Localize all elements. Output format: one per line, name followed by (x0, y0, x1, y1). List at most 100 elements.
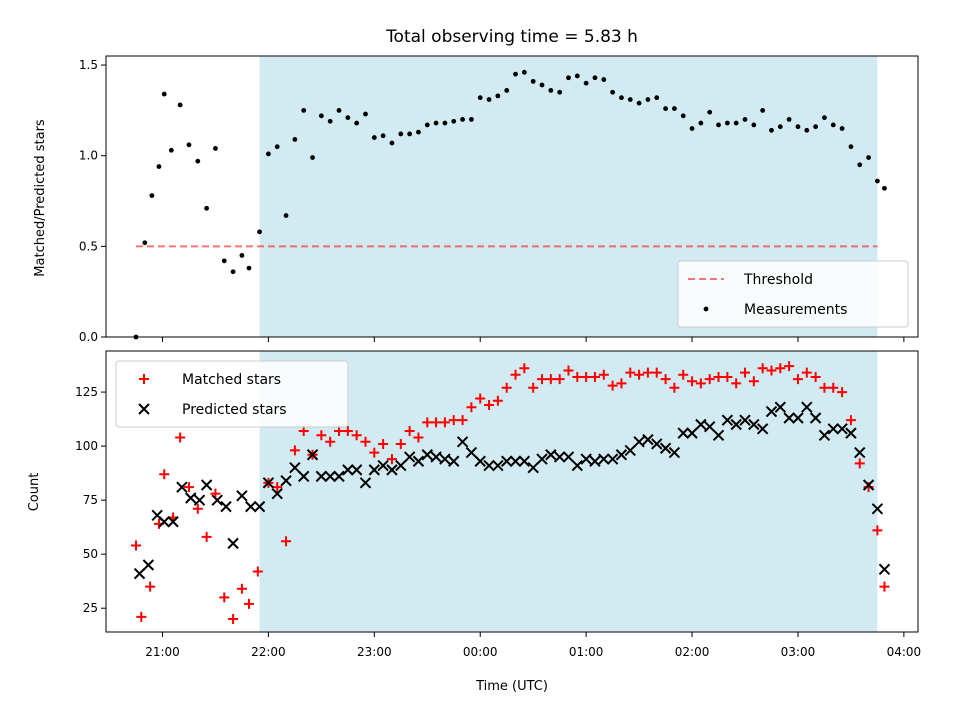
matched-stars-point (448, 415, 459, 426)
measurement-point (451, 118, 457, 124)
predicted-stars-point (651, 438, 663, 450)
predicted-stars-point (412, 455, 425, 467)
measurement-point (777, 124, 783, 130)
legend-box (677, 260, 909, 328)
matched-stars-point (775, 363, 786, 374)
measurement-point (161, 91, 167, 97)
predicted-stars-point (342, 464, 354, 476)
legend: Threshold Measurements (677, 260, 909, 328)
matched-stars-point (386, 454, 397, 465)
measurement-point (442, 120, 448, 126)
x-tick-label: 01:00 (569, 645, 604, 659)
predicted-stars-point (686, 427, 698, 439)
matched-stars-point (136, 611, 147, 622)
chart-title: Total observing time = 5.83 h (385, 27, 638, 47)
predicted-stars-point (854, 446, 866, 459)
matched-stars-point (466, 402, 477, 413)
measurement-point (504, 88, 510, 93)
matched-stars-point (651, 367, 662, 378)
legend-label: Predicted stars (182, 402, 287, 418)
measurement-point (733, 120, 739, 126)
measurement-point (592, 75, 598, 81)
predicted-stars-point (642, 433, 654, 446)
matched-stars-point (510, 369, 521, 380)
predicted-stars-point (167, 516, 179, 528)
predicted-stars-point (158, 516, 170, 528)
measurement-point (407, 131, 413, 137)
matched-stars-point (431, 417, 442, 428)
measurement-point (230, 269, 236, 275)
matched-stars-point (457, 415, 468, 426)
measurement-point (680, 113, 686, 119)
measurement-point (882, 185, 887, 191)
predicted-stars-point (386, 464, 398, 476)
measurement-point (336, 107, 342, 113)
predicted-stars-point (289, 462, 301, 474)
plot-frame (105, 350, 919, 633)
measurement-point (786, 117, 792, 122)
matched-stars-point (484, 400, 495, 411)
predicted-stars-point (262, 477, 275, 489)
measurement-point (274, 144, 280, 150)
predicted-stars-point (509, 455, 522, 467)
series-matched-stars (131, 361, 890, 625)
measurement-point (539, 82, 545, 88)
matched-stars-point (554, 374, 565, 385)
measurement-point (724, 120, 730, 126)
legend-matched-swatch (139, 374, 149, 384)
matched-stars-point (281, 536, 292, 547)
matched-stars-point (325, 436, 336, 447)
predicted-stars-point (668, 446, 681, 459)
predicted-stars-point (133, 567, 146, 580)
predicted-stars-point (483, 459, 495, 472)
matched-stars-point (201, 531, 212, 542)
matched-stars-point (360, 436, 371, 447)
predicted-stars-point (185, 492, 197, 504)
predicted-stars-point (862, 479, 875, 491)
predicted-stars-point (518, 455, 531, 467)
count-panel: 25 50 75 100 125 21:00 22:00 23:00 00:00 01:00 02:… (75, 350, 921, 659)
measurement-point (830, 122, 836, 128)
measurement-point (363, 111, 368, 117)
y-axis-label-count: Count (27, 473, 42, 512)
predicted-stars-point (245, 500, 257, 513)
measurement-point (380, 133, 386, 139)
predicted-stars-point (615, 449, 628, 461)
measurement-point (371, 135, 377, 140)
predicted-stars-point (792, 412, 804, 424)
measurement-point (530, 78, 536, 84)
measurement-point (857, 162, 863, 168)
matched-stars-point (236, 583, 247, 594)
matched-stars-point (422, 417, 433, 428)
y-tick-label: 125 (75, 385, 98, 399)
y-tick-label: 1.5 (79, 58, 98, 72)
predicted-stars-point (465, 446, 478, 459)
matched-stars-point (131, 540, 142, 551)
x-tick-label: 02:00 (675, 645, 710, 659)
matched-stars-point (598, 369, 609, 380)
measurement-point (213, 146, 218, 151)
measurement-point (177, 102, 183, 108)
measurement-point (301, 107, 307, 113)
predicted-stars-point (624, 444, 636, 457)
matched-stars-point (837, 387, 848, 398)
predicted-stars-point (236, 490, 248, 502)
observing-interval-shade (259, 351, 878, 632)
predicted-stars-point (801, 401, 813, 413)
predicted-stars-point (439, 453, 451, 465)
matched-stars-point (252, 566, 263, 577)
measurement-point (521, 69, 527, 75)
predicted-stars-point (845, 427, 857, 439)
predicted-stars-point (359, 477, 372, 489)
x-axis-label: Time (UTC) (475, 679, 548, 694)
predicted-stars-point (220, 500, 232, 513)
matched-stars-point (731, 378, 742, 389)
predicted-stars-point (677, 427, 689, 439)
plot-frame (105, 55, 919, 338)
ratio-panel: 0.0 0.5 1.0 1.5 Threshold Measurements (79, 55, 919, 344)
measurement-point (627, 97, 633, 102)
predicted-stars-point (739, 414, 751, 426)
measurement-point (848, 144, 854, 150)
x-tick-label: 23:00 (357, 645, 392, 659)
